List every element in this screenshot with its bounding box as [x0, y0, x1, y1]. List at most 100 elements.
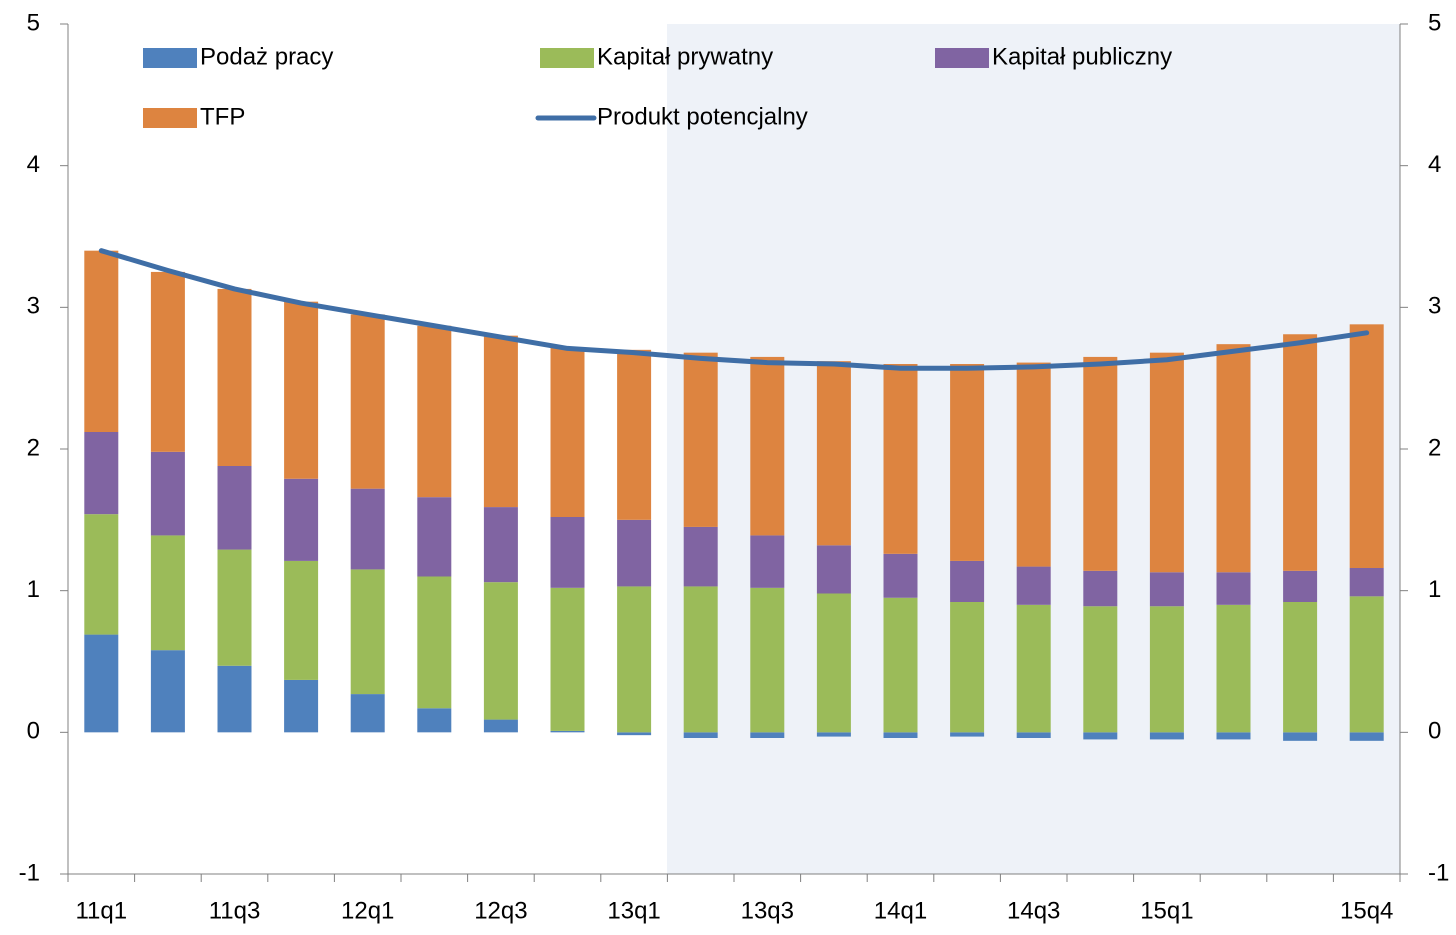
- bar-segment: [217, 288, 252, 466]
- x-tick-label: 13q3: [741, 897, 794, 924]
- bar-segment: [150, 451, 185, 536]
- bar-segment: [550, 517, 585, 588]
- bar-segment: [750, 587, 785, 733]
- bar-segment: [217, 466, 252, 550]
- bar-segment: [217, 665, 252, 733]
- bar-segment: [350, 314, 385, 489]
- bar-segment: [1216, 572, 1251, 605]
- y-tick-label: 5: [27, 9, 40, 36]
- bar-segment: [950, 364, 985, 561]
- bar-segment: [550, 347, 585, 517]
- legend-label: Kapitał prywatny: [597, 43, 773, 70]
- bar-segment: [816, 545, 851, 594]
- bar-segment: [1083, 732, 1118, 740]
- legend-label: Kapitał publiczny: [992, 43, 1172, 70]
- x-tick-label: 11q3: [209, 897, 261, 924]
- bar-segment: [483, 719, 518, 733]
- bar-segment: [84, 432, 119, 515]
- y2-tick-label: 4: [1428, 151, 1441, 178]
- bar-segment: [417, 325, 452, 498]
- bar-segment: [1149, 572, 1184, 607]
- line: [98, 248, 1370, 371]
- bar-segment: [883, 597, 918, 733]
- bar-segment: [550, 730, 585, 733]
- bar-segment: [1349, 596, 1384, 733]
- bar-segment: [1349, 568, 1384, 597]
- bar-segment: [1349, 732, 1384, 741]
- y2-tick-label: 3: [1428, 293, 1441, 320]
- bar-segment: [1083, 356, 1118, 571]
- bar-segment: [683, 526, 718, 587]
- y-tick-label: -1: [19, 859, 40, 886]
- bar-segment: [617, 349, 652, 520]
- y-tick-label: 1: [27, 576, 40, 603]
- bar-segment: [1283, 732, 1318, 741]
- bar-segment: [350, 488, 385, 570]
- bar-segment: [883, 553, 918, 598]
- x-tick-label: 15q1: [1140, 897, 1193, 924]
- bar-segment: [683, 352, 718, 527]
- bar-segment: [1283, 334, 1318, 571]
- bar-segment: [950, 602, 985, 733]
- bar-segment: [284, 560, 319, 680]
- bar-segment: [617, 586, 652, 733]
- y2-tick-label: 1: [1428, 576, 1441, 603]
- bar-segment: [84, 514, 119, 635]
- legend-swatch: [143, 108, 197, 128]
- bar-segment: [1016, 362, 1051, 567]
- bar-segment: [1283, 602, 1318, 733]
- y-tick-label: 3: [27, 293, 40, 320]
- bar-segment: [483, 582, 518, 720]
- bar-segment: [816, 593, 851, 733]
- y-tick-label: 2: [27, 434, 40, 461]
- bar-segment: [750, 732, 785, 738]
- bar-segment: [883, 732, 918, 738]
- bar-segment: [483, 507, 518, 583]
- legend-label: Produkt potencjalny: [597, 103, 808, 130]
- bar-segment: [1149, 352, 1184, 573]
- bar-segment: [1083, 570, 1118, 607]
- bar-segment: [1283, 570, 1318, 602]
- bar-segment: [417, 497, 452, 577]
- bar-segment: [1016, 604, 1051, 733]
- bar-segment: [84, 634, 119, 733]
- bar-segment: [683, 586, 718, 733]
- bar-segment: [483, 335, 518, 508]
- bar-segment: [750, 356, 785, 536]
- bar-segment: [284, 679, 319, 733]
- bar-segment: [617, 519, 652, 587]
- bar-segment: [1016, 566, 1051, 605]
- bar-segment: [883, 364, 918, 554]
- bar-segment: [1016, 732, 1051, 738]
- legend-swatch: [935, 48, 989, 68]
- bar-segment: [350, 694, 385, 733]
- y-tick-label: 4: [27, 151, 40, 178]
- bar-segment: [284, 478, 319, 561]
- bar-segment: [150, 650, 185, 733]
- bar-segment: [217, 549, 252, 666]
- x-tick-label: 13q1: [607, 897, 660, 924]
- bar-segment: [816, 732, 851, 737]
- bar-segment: [1149, 606, 1184, 733]
- y2-tick-label: 2: [1428, 434, 1441, 461]
- bar-segment: [617, 732, 652, 736]
- bar-segment: [1216, 732, 1251, 740]
- bar-segment: [84, 250, 119, 432]
- bar-segment: [950, 732, 985, 737]
- y2-tick-label: 0: [1428, 718, 1441, 745]
- bar-segment: [350, 569, 385, 695]
- bar-segment: [816, 361, 851, 546]
- x-tick-label: 12q3: [474, 897, 527, 924]
- x-tick-label: 14q3: [1007, 897, 1060, 924]
- bar-segment: [550, 587, 585, 731]
- bar-segment: [1216, 604, 1251, 733]
- y2-tick-label: 5: [1428, 9, 1441, 36]
- bar-segment: [1083, 606, 1118, 733]
- bar-segment: [150, 271, 185, 452]
- legend-label: Podaż pracy: [200, 43, 333, 70]
- x-tick-label: 12q1: [341, 897, 394, 924]
- bar-segment: [1349, 324, 1384, 568]
- bar-segment: [1216, 344, 1251, 573]
- bar-segment: [417, 576, 452, 709]
